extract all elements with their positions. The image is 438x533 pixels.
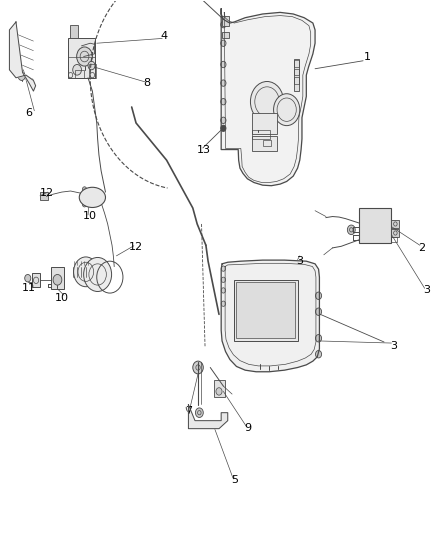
Text: 3: 3 [423,286,430,295]
Text: 10: 10 [83,211,97,221]
Text: 13: 13 [197,144,211,155]
Circle shape [221,277,226,282]
Circle shape [73,64,81,75]
Bar [392,237,397,241]
Polygon shape [221,260,319,372]
Bar [294,59,299,91]
Text: 12: 12 [129,242,143,252]
Circle shape [77,47,92,66]
Circle shape [221,99,226,105]
Circle shape [193,361,203,374]
Circle shape [251,82,284,122]
Bar [40,192,48,199]
Circle shape [53,274,62,285]
Text: 3: 3 [296,256,303,266]
Bar [252,114,277,134]
Text: 4: 4 [161,31,168,41]
Text: 8: 8 [143,78,151,88]
Circle shape [221,80,226,86]
Text: 12: 12 [39,188,53,198]
Circle shape [315,308,321,316]
Circle shape [74,257,98,287]
Text: 10: 10 [55,293,69,303]
Ellipse shape [79,187,106,207]
Bar [234,280,297,341]
Bar [294,60,299,67]
Circle shape [195,408,203,417]
Circle shape [221,117,226,124]
Bar [392,220,399,228]
Circle shape [84,257,112,292]
Text: 6: 6 [25,108,32,118]
Bar [32,273,40,287]
Bar [89,193,99,201]
Circle shape [98,195,102,200]
Circle shape [315,292,321,300]
Circle shape [18,72,25,80]
Bar [294,69,299,75]
Bar [237,282,295,338]
Circle shape [221,21,226,28]
Circle shape [221,266,226,271]
Bar [51,266,64,289]
Bar [89,64,96,78]
Circle shape [221,301,226,306]
Text: 9: 9 [244,423,251,433]
Circle shape [221,288,226,293]
Bar [252,136,277,151]
Bar [222,16,229,26]
Circle shape [221,40,226,46]
Circle shape [92,191,99,199]
Text: 1: 1 [364,52,371,61]
Circle shape [82,201,87,207]
Circle shape [221,125,226,132]
Circle shape [25,274,31,282]
Circle shape [88,61,95,70]
Circle shape [274,94,300,126]
Bar [68,38,95,78]
Circle shape [315,335,321,342]
Bar [263,140,272,147]
Bar [392,229,399,237]
Polygon shape [188,405,228,429]
Circle shape [82,187,87,192]
Circle shape [347,225,355,235]
Bar [222,31,229,38]
Text: 2: 2 [418,243,426,253]
Bar [294,77,299,84]
Circle shape [216,387,222,395]
Polygon shape [10,22,35,91]
Circle shape [315,351,321,358]
Text: 5: 5 [231,475,238,485]
Text: 7: 7 [185,406,192,416]
Bar [359,208,392,243]
Text: 11: 11 [22,283,36,293]
Bar [214,379,225,397]
Text: 3: 3 [390,341,397,351]
Bar [75,70,84,78]
Circle shape [221,61,226,68]
Bar [70,25,78,38]
Polygon shape [221,9,315,185]
Bar [252,131,270,139]
